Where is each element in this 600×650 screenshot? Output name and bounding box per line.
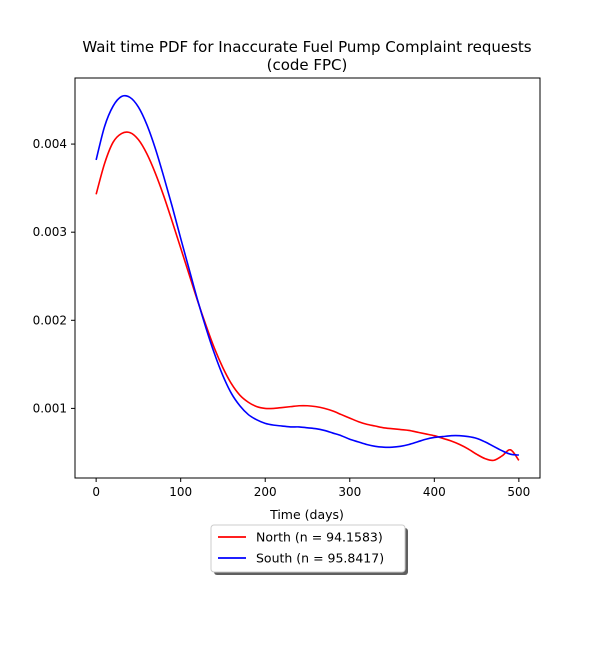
x-tick-label: 200	[254, 485, 277, 499]
x-tick-label: 100	[169, 485, 192, 499]
y-tick-label: 0.001	[33, 401, 67, 415]
y-axis: 0.001 0.002 0.003 0.004	[33, 137, 75, 415]
legend-label-north: North (n = 94.1583)	[256, 530, 383, 545]
series-line-south	[95, 94, 519, 456]
legend: North (n = 94.1583) South (n = 95.8417)	[210, 524, 408, 575]
chart-title: Wait time PDF for Inaccurate Fuel Pump C…	[82, 38, 531, 56]
y-tick-label: 0.003	[33, 225, 67, 239]
plot-frame	[74, 77, 541, 479]
x-axis-label: Time (days)	[269, 507, 344, 522]
y-tick-label: 0.002	[33, 313, 67, 327]
legend-label-south: South (n = 95.8417)	[256, 551, 384, 566]
x-axis: 0 100 200 300 400 500	[92, 478, 530, 499]
x-tick-label: 300	[338, 485, 361, 499]
legend-box	[210, 524, 406, 573]
x-tick-label: 400	[423, 485, 446, 499]
chart-subtitle: (code FPC)	[267, 56, 348, 74]
series-line-north	[95, 131, 520, 462]
y-tick-label: 0.004	[33, 137, 67, 151]
plot-lines	[95, 94, 520, 462]
x-tick-label: 0	[92, 485, 100, 499]
x-tick-label: 500	[507, 485, 530, 499]
